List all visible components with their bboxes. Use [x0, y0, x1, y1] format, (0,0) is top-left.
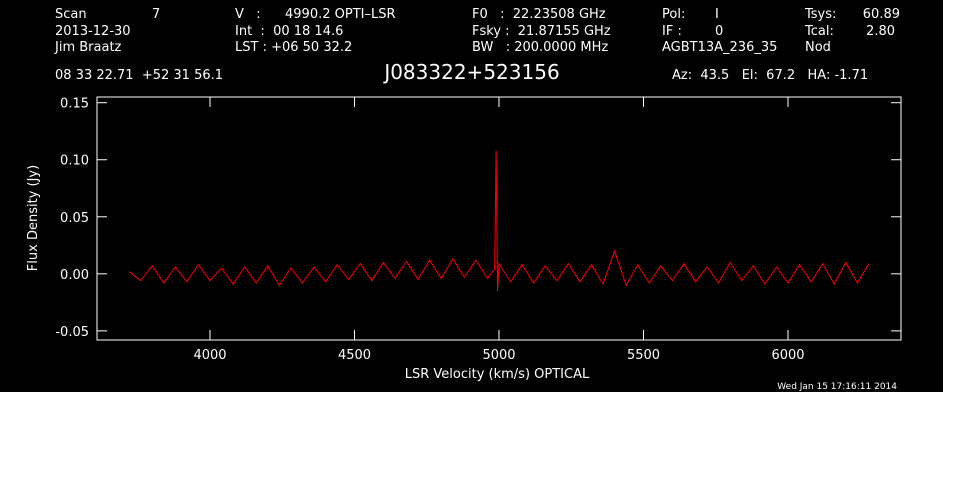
x-axis-label: LSR Velocity (km/s) OPTICAL — [405, 367, 590, 382]
scan: 7 — [152, 7, 160, 22]
pointing: Az: 43.5 El: 67.2 HA: -1.71 — [672, 68, 868, 83]
procedure: Nod — [805, 40, 831, 55]
chart-title: J083322+523156 — [382, 60, 559, 84]
tcal: 2.80 — [866, 24, 895, 39]
x-tick-label: 4000 — [193, 348, 226, 363]
y-tick-label: 0.05 — [60, 211, 89, 226]
bw: BW : 200.0000 MHz — [472, 40, 608, 55]
y-tick-label: 0.00 — [60, 268, 89, 283]
if-label: IF : — [662, 24, 682, 39]
integration: Int : 00 18 14.6 — [235, 24, 343, 39]
observer: Jim Braatz — [54, 40, 122, 55]
x-tick-label: 4500 — [338, 348, 371, 363]
tcal-label: Tcal: — [804, 24, 834, 39]
if: 0 — [715, 24, 723, 39]
timestamp: Wed Jan 15 17:16:11 2014 — [777, 382, 897, 392]
x-tick-label: 5500 — [627, 348, 660, 363]
tsys-label: Tsys: — [804, 7, 836, 22]
y-tick-label: -0.05 — [55, 325, 89, 340]
tsys: 60.89 — [863, 7, 900, 22]
pol: I — [715, 7, 719, 22]
plot-background — [0, 0, 943, 392]
velocity: 4990.2 OPTI–LSR — [285, 7, 396, 22]
x-tick-label: 6000 — [771, 348, 804, 363]
lst: LST : +06 50 32.2 — [235, 40, 352, 55]
scan-label: Scan — [55, 7, 87, 22]
y-tick-label: 0.15 — [60, 97, 89, 112]
x-tick-label: 5000 — [482, 348, 515, 363]
v-label: V : — [235, 7, 261, 22]
project: AGBT13A_236_35 — [662, 40, 777, 55]
fsky: Fsky : 21.87155 GHz — [472, 24, 611, 39]
date: 2013-12-30 — [55, 24, 131, 39]
spectrum-line — [128, 150, 870, 291]
coordinates: 08 33 22.71 +52 31 56.1 — [55, 68, 223, 83]
pol-label: Pol: — [662, 7, 685, 22]
y-axis-label: Flux Density (Jy) — [26, 165, 41, 271]
y-tick-label: 0.10 — [60, 154, 89, 169]
f0: F0 : 22.23508 GHz — [472, 7, 606, 22]
